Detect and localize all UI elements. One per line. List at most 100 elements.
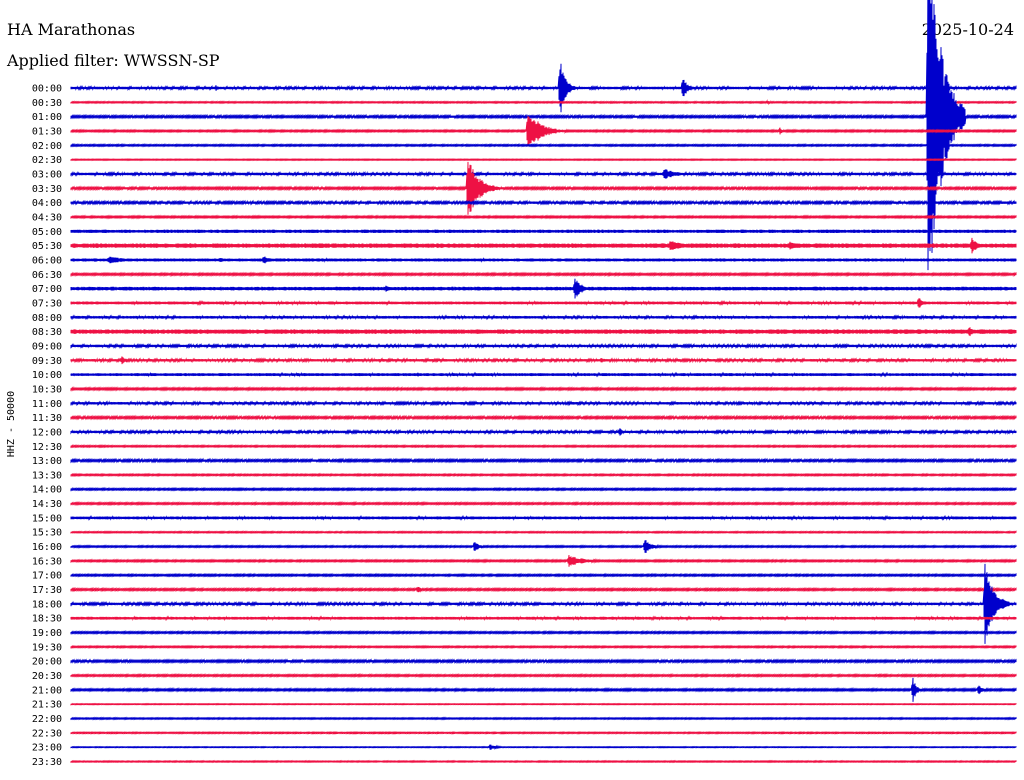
time-tick-label: 21:30 [32, 700, 62, 711]
trace-line [70, 298, 1017, 308]
time-tick-label: 00:30 [32, 98, 62, 109]
date-label: 2025-10-24 [921, 20, 1014, 39]
time-tick-label: 06:30 [32, 270, 62, 281]
time-tick-label: 19:00 [32, 628, 62, 639]
time-tick-label: 08:30 [32, 327, 62, 338]
time-tick-label: 21:00 [32, 685, 62, 696]
trace-line [70, 199, 1017, 206]
trace-line [70, 586, 1017, 593]
time-tick-label: 03:30 [32, 184, 62, 195]
time-tick-label: 11:00 [32, 399, 62, 410]
trace-line [70, 143, 1017, 148]
time-tick-label: 15:30 [32, 528, 62, 539]
station-title: HA Marathonas [7, 20, 136, 39]
trace-line [70, 314, 1017, 321]
time-tick-label: 19:30 [32, 642, 62, 653]
trace-line [70, 716, 1017, 721]
time-tick-label: 20:30 [32, 671, 62, 682]
time-tick-label: 17:00 [32, 571, 62, 582]
trace-line [70, 759, 1017, 764]
time-tick-label: 15:00 [32, 513, 62, 524]
time-tick-label: 13:30 [32, 470, 62, 481]
trace-line [70, 169, 1017, 179]
time-tick-label: 13:00 [32, 456, 62, 467]
filter-label: Applied filter: WWSSN-SP [7, 51, 220, 70]
trace-line [70, 563, 1017, 644]
trace-line [70, 501, 1017, 507]
trace-line [70, 371, 1017, 378]
trace-line [70, 229, 1017, 234]
time-tick-label: 09:00 [32, 341, 62, 352]
time-tick-label: 22:00 [32, 714, 62, 725]
time-tick-label: 06:00 [32, 255, 62, 266]
time-tick-label: 22:30 [32, 728, 62, 739]
trace-line [70, 63, 1017, 113]
time-tick-label: 14:30 [32, 499, 62, 510]
time-tick-label: 17:30 [32, 585, 62, 596]
time-tick-label: 18:30 [32, 614, 62, 625]
time-tick-label: 04:00 [32, 198, 62, 209]
trace-line [70, 414, 1017, 421]
time-tick-label: 00:00 [32, 84, 62, 95]
time-tick-label: 05:30 [32, 241, 62, 252]
trace-line [70, 658, 1017, 665]
time-tick-label: 07:30 [32, 298, 62, 309]
time-tick-label: 16:00 [32, 542, 62, 553]
trace-line [70, 672, 1017, 679]
trace-line [70, 278, 1017, 299]
trace-line [70, 342, 1017, 349]
trace-line [70, 615, 1017, 622]
time-tick-label: 20:00 [32, 657, 62, 668]
trace-line [70, 327, 1017, 337]
trace-line [70, 158, 1017, 162]
trace-line [70, 400, 1017, 407]
time-tick-label: 10:30 [32, 384, 62, 395]
trace-line [70, 428, 1017, 436]
time-tick-label: 23:30 [32, 757, 62, 768]
trace-line [70, 386, 1017, 392]
y-axis-label: HHZ - 50000 [6, 391, 17, 457]
trace-line [70, 629, 1017, 636]
trace-line [70, 514, 1017, 521]
time-tick-label: 23:00 [32, 743, 62, 754]
time-tick-label: 02:00 [32, 141, 62, 152]
trace-line [70, 161, 1017, 215]
trace-line [70, 457, 1017, 464]
trace-line [70, 702, 1017, 706]
time-tick-label: 04:30 [32, 212, 62, 223]
time-tick-label: 16:30 [32, 556, 62, 567]
time-tick-label: 12:30 [32, 442, 62, 453]
trace-line [70, 271, 1017, 278]
trace-line [70, 530, 1017, 535]
trace-line [70, 0, 1017, 271]
trace-line [70, 644, 1017, 650]
trace-line [70, 555, 1017, 567]
trace-line [70, 677, 1017, 702]
time-tick-label: 08:00 [32, 313, 62, 324]
trace-line [70, 237, 1017, 254]
trace-line [70, 116, 1017, 146]
time-tick-label: 07:00 [32, 284, 62, 295]
time-tick-label: 01:30 [32, 126, 62, 137]
trace-line [70, 572, 1017, 578]
time-tick-label: 02:30 [32, 155, 62, 166]
time-tick-label: 18:00 [32, 599, 62, 610]
trace-line [70, 731, 1017, 735]
trace-line [70, 540, 1017, 553]
time-tick-label: 01:00 [32, 112, 62, 123]
time-tick-label: 12:00 [32, 427, 62, 438]
time-tick-label: 03:00 [32, 169, 62, 180]
time-tick-label: 09:30 [32, 356, 62, 367]
trace-line [70, 356, 1017, 365]
time-tick-label: 10:00 [32, 370, 62, 381]
trace-line [70, 444, 1017, 449]
trace-line [70, 486, 1017, 492]
time-tick-label: 05:00 [32, 227, 62, 238]
trace-line [70, 744, 1017, 751]
time-tick-label: 11:30 [32, 413, 62, 424]
trace-line [70, 256, 1017, 264]
trace-rows: 00:00 00:30 01:00 01:30 02:00 02:30 03:00 03:30… [32, 0, 1017, 768]
trace-line [70, 214, 1017, 220]
time-tick-label: 14:00 [32, 485, 62, 496]
